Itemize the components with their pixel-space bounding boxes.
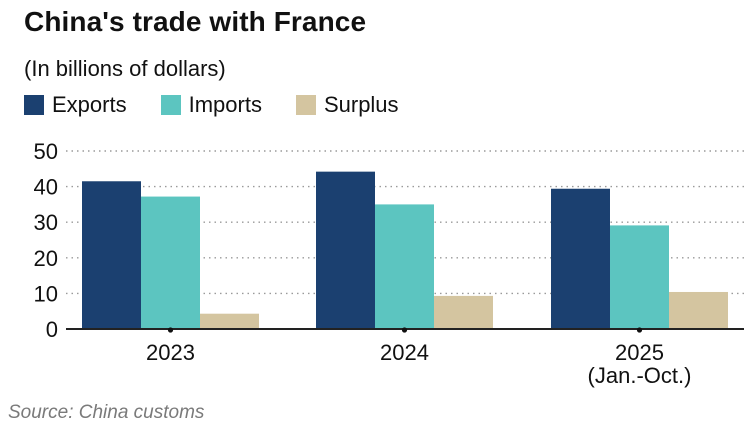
y-tick-label-30: 30 (34, 210, 58, 235)
legend-item-imports: Imports (160, 92, 262, 118)
x-tick-2023 (167, 327, 174, 333)
bar-surplus-2024 (434, 295, 493, 329)
legend-label-imports: Imports (188, 92, 262, 117)
bar-surplus-2023 (200, 313, 259, 329)
y-tick-label-50: 50 (34, 139, 58, 164)
legend: Exports Imports Surplus (24, 92, 433, 118)
y-tick-label-10: 10 (34, 281, 58, 306)
legend-label-exports: Exports (52, 92, 127, 117)
legend-swatch-imports (160, 95, 181, 115)
legend-swatch-surplus (295, 95, 316, 115)
bar-surplus-2025 (669, 291, 728, 329)
y-axis-ticks: 0 10 20 30 40 50 (34, 139, 58, 342)
bar-exports-2023 (82, 181, 141, 329)
x-axis-ticks: 2023 2024 2025(Jan.-Oct.) (146, 327, 691, 388)
bar-exports-2024 (316, 171, 375, 329)
x-tick-2024 (401, 327, 408, 333)
bars (82, 171, 728, 329)
x-tick-label-2025: 2025 (615, 340, 664, 365)
y-tick-label-20: 20 (34, 246, 58, 271)
source-note: Source: China customs (8, 402, 205, 423)
x-tick-2025 (636, 327, 643, 333)
legend-swatch-exports (24, 95, 44, 115)
bar-imports-2025 (610, 225, 669, 329)
x-tick-sublabel-2025: (Jan.-Oct.) (588, 363, 692, 388)
legend-item-exports: Exports (24, 92, 127, 118)
legend-label-surplus: Surplus (323, 92, 399, 117)
chart-title: China's trade with France (24, 6, 367, 37)
y-tick-label-40: 40 (34, 175, 58, 200)
chart-subtitle: (In billions of dollars) (24, 56, 226, 81)
x-tick-label-2024: 2024 (380, 340, 429, 365)
x-tick-label-2023: 2023 (146, 340, 195, 365)
y-tick-label-0: 0 (46, 317, 58, 342)
bar-exports-2025 (551, 188, 610, 329)
bar-imports-2023 (141, 196, 200, 329)
bar-imports-2024 (375, 204, 434, 329)
legend-item-surplus: Surplus (295, 92, 399, 118)
